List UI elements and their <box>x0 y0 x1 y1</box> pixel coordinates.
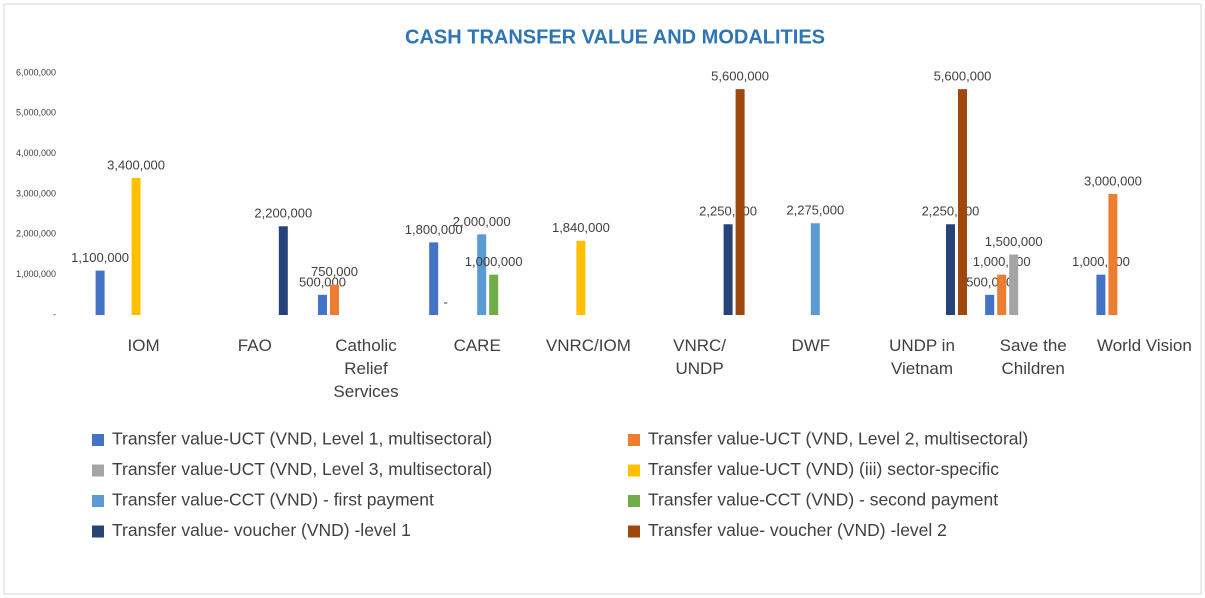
data-label: 1,500,000 <box>985 234 1043 249</box>
legend-label: Transfer value-UCT (VND, Level 3, multis… <box>112 459 492 479</box>
bar <box>985 294 995 315</box>
bar <box>477 234 487 315</box>
y-tick-label: 4,000,000 <box>16 148 56 158</box>
data-label: - <box>444 294 448 309</box>
x-tick-label: IOM <box>127 336 160 355</box>
x-tick-label: FAO <box>237 336 272 355</box>
data-label: 2,275,000 <box>786 203 844 218</box>
bar <box>1096 274 1106 315</box>
legend-swatch <box>628 525 640 538</box>
legend-swatch <box>92 434 104 446</box>
x-tick-label: VNRC/ UNDP <box>673 336 727 378</box>
y-tick-label: 6,000,000 <box>16 67 56 77</box>
x-tick-label: World Vision <box>1096 336 1192 355</box>
x-tick-label: CARE <box>453 336 501 355</box>
legend-swatch <box>628 495 640 507</box>
bar <box>735 89 745 315</box>
data-label: 5,600,000 <box>934 69 992 84</box>
data-label: 2,000,000 <box>453 214 511 229</box>
bar <box>1108 194 1118 315</box>
x-tick-label: VNRC/IOM <box>545 336 631 355</box>
chart-border <box>3 3 1202 595</box>
bar <box>958 89 967 315</box>
bar <box>330 284 339 315</box>
legend-label: Transfer value- voucher (VND) -level 2 <box>648 520 947 540</box>
legend-label: Transfer value- voucher (VND) -level 1 <box>112 520 411 540</box>
legend-label: Transfer value-UCT (VND) (iii) sector-sp… <box>648 459 999 479</box>
legend-swatch <box>628 434 640 446</box>
bar <box>946 224 955 315</box>
y-tick-label: 1,000,000 <box>16 269 56 279</box>
x-tick-label: DWF <box>791 336 831 355</box>
x-tick-label: Save the Children <box>999 336 1067 378</box>
legend-swatch <box>92 525 104 538</box>
legend-label: Transfer value-UCT (VND, Level 1, multis… <box>112 429 492 449</box>
bar <box>131 177 141 315</box>
bar <box>278 226 288 315</box>
bar <box>576 240 586 315</box>
bar <box>997 274 1007 315</box>
data-label: 1,000,000 <box>1072 254 1130 269</box>
chart-title: CASH TRANSFER VALUE AND MODALITIES <box>405 26 825 48</box>
data-label: 1,800,000 <box>405 222 463 237</box>
x-tick-label: UNDP in Vietnam <box>889 336 955 378</box>
bar <box>1009 254 1019 315</box>
data-label: 1,000,000 <box>465 254 523 269</box>
data-label: 750,000 <box>311 264 358 279</box>
bar <box>318 294 327 315</box>
data-label: 5,600,000 <box>711 69 769 84</box>
bar <box>489 274 499 315</box>
bar <box>429 242 439 315</box>
bar <box>723 224 733 315</box>
y-tick-label: - <box>53 309 56 319</box>
data-label: 3,000,000 <box>1084 173 1142 188</box>
legend-swatch <box>628 464 640 477</box>
y-tick-label: 5,000,000 <box>16 108 56 118</box>
data-label: 1,840,000 <box>552 220 610 235</box>
legend-label: Transfer value-UCT (VND, Level 2, multis… <box>648 429 1028 449</box>
y-tick-label: 2,000,000 <box>16 229 56 239</box>
data-label: 3,400,000 <box>107 157 165 172</box>
data-label: 1,100,000 <box>71 250 129 265</box>
data-label: 2,200,000 <box>254 206 312 221</box>
legend-swatch <box>92 495 104 507</box>
data-label: 2,250,000 <box>922 204 980 219</box>
x-tick-label: Catholic Relief Services <box>333 336 399 401</box>
data-label: 2,250,000 <box>699 204 757 219</box>
bar <box>95 270 105 315</box>
legend-label: Transfer value-CCT (VND) - first payment <box>112 490 434 510</box>
legend-label: Transfer value-CCT (VND) - second paymen… <box>648 490 998 510</box>
y-tick-label: 3,000,000 <box>16 188 56 198</box>
bar <box>810 223 820 315</box>
data-label: 1,000,000 <box>973 254 1031 269</box>
legend-swatch <box>92 464 104 477</box>
